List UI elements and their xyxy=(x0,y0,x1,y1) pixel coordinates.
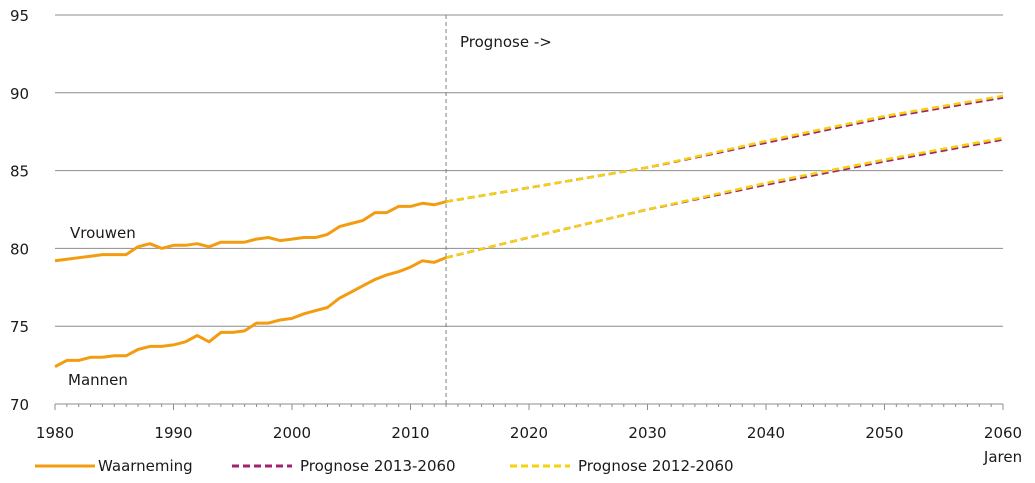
x-tick-label: 2060 xyxy=(984,424,1022,442)
legend: Waarneming Prognose 2013-2060 Prognose 201… xyxy=(35,457,734,475)
legend-label-2: Prognose 2013-2060 xyxy=(300,457,456,475)
series-line-prognose-2012-2060-mannen xyxy=(445,136,1004,259)
x-tick-label: 2010 xyxy=(391,424,429,442)
x-tick-label: 2020 xyxy=(510,424,548,442)
y-tick-label: 80 xyxy=(10,240,29,258)
y-tick-label: 95 xyxy=(10,7,29,25)
axes: 70 75 80 85 90 95 1980 1990 2000 2010 2020 2030 2040… xyxy=(10,7,1022,466)
series-line-waarneming-mannen xyxy=(54,256,447,369)
y-tick-label: 85 xyxy=(10,163,29,181)
gridlines xyxy=(55,14,1003,327)
series-line-waarneming-vrouwen xyxy=(54,200,447,263)
series-lines xyxy=(54,94,1004,369)
x-tick-label: 1990 xyxy=(154,424,192,442)
legend-label-1: Waarneming xyxy=(98,457,193,475)
series-line-prognose-2013-2060-vrouwen xyxy=(445,96,1004,203)
annotations: Prognose -> Vrouwen Mannen xyxy=(68,33,552,389)
prognose-annotation: Prognose -> xyxy=(460,33,552,51)
x-tick-label: 2030 xyxy=(628,424,666,442)
series-line-prognose-2012-2060-vrouwen xyxy=(445,94,1004,203)
x-tick-label: 2000 xyxy=(273,424,311,442)
series-line-prognose-2013-2060-mannen xyxy=(445,138,1004,259)
mannen-series-label: Mannen xyxy=(68,371,128,389)
vrouwen-series-label: Vrouwen xyxy=(70,224,136,242)
y-tick-label: 75 xyxy=(10,318,29,336)
y-tick-label: 90 xyxy=(10,85,29,103)
x-tick-label: 2040 xyxy=(747,424,785,442)
x-tick-label: 1980 xyxy=(36,424,74,442)
legend-label-3: Prognose 2012-2060 xyxy=(578,457,734,475)
x-tick-label: 2050 xyxy=(865,424,903,442)
x-axis-title: Jaren xyxy=(983,448,1022,466)
y-tick-label: 70 xyxy=(10,396,29,414)
